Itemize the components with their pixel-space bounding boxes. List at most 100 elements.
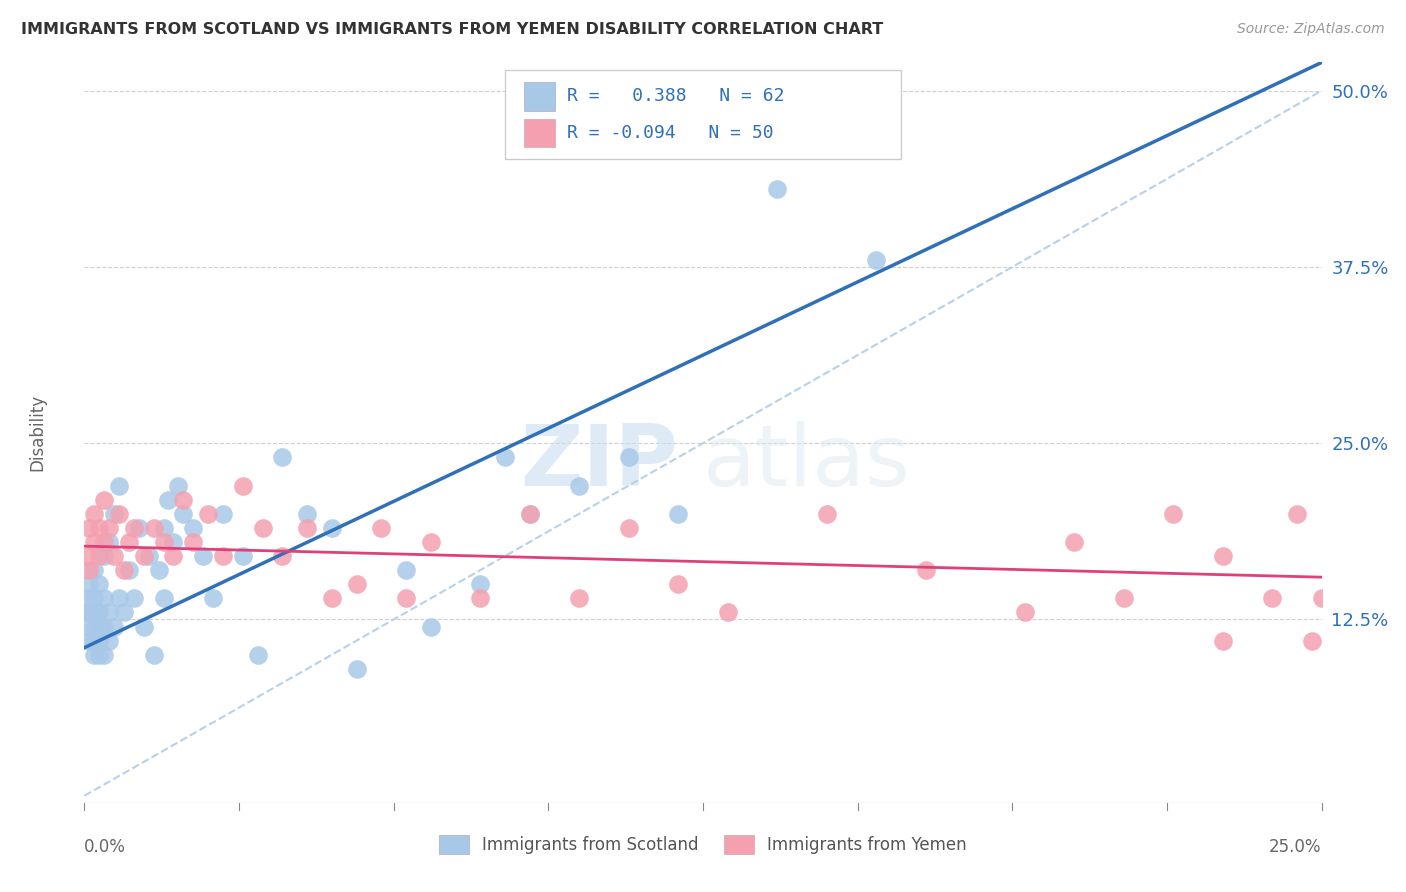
Text: 25.0%: 25.0% — [1270, 838, 1322, 856]
Point — [98, 521, 121, 535]
Point — [89, 521, 111, 535]
Text: Source: ZipAtlas.com: Source: ZipAtlas.com — [1237, 22, 1385, 37]
Point — [1063, 535, 1085, 549]
Point — [89, 577, 111, 591]
Point — [617, 521, 640, 535]
Point — [519, 507, 541, 521]
Point — [83, 606, 105, 620]
Point — [76, 606, 98, 620]
Point — [118, 563, 141, 577]
Point — [138, 549, 160, 563]
Text: Disability: Disability — [28, 394, 46, 471]
Point — [152, 521, 174, 535]
Text: IMMIGRANTS FROM SCOTLAND VS IMMIGRANTS FROM YEMEN DISABILITY CORRELATION CHART: IMMIGRANTS FROM SCOTLAND VS IMMIGRANTS F… — [21, 22, 883, 37]
Point — [470, 591, 492, 606]
Point — [83, 507, 105, 521]
Point — [1212, 633, 1234, 648]
Point — [98, 535, 121, 549]
Point — [271, 549, 294, 563]
Point — [252, 521, 274, 535]
Point — [93, 648, 115, 662]
Point — [766, 182, 789, 196]
Point — [212, 507, 235, 521]
FancyBboxPatch shape — [505, 70, 901, 159]
Point — [118, 535, 141, 549]
Point — [83, 563, 105, 577]
Point — [79, 591, 101, 606]
Point — [83, 648, 105, 662]
Point — [122, 521, 145, 535]
Text: R =   0.388   N = 62: R = 0.388 N = 62 — [567, 87, 785, 105]
Point — [717, 606, 740, 620]
Point — [83, 619, 105, 633]
Point — [519, 507, 541, 521]
Point — [197, 507, 219, 521]
Point — [132, 549, 155, 563]
Point — [666, 507, 689, 521]
Text: R = -0.094   N = 50: R = -0.094 N = 50 — [567, 124, 773, 142]
Point — [98, 633, 121, 648]
Point — [89, 606, 111, 620]
Text: atlas: atlas — [703, 421, 911, 504]
Point — [295, 521, 318, 535]
Legend: Immigrants from Scotland, Immigrants from Yemen: Immigrants from Scotland, Immigrants fro… — [433, 829, 973, 861]
Point — [112, 563, 135, 577]
Point — [122, 591, 145, 606]
FancyBboxPatch shape — [523, 82, 554, 111]
Point — [1301, 633, 1323, 648]
Point — [1014, 606, 1036, 620]
Point — [162, 549, 184, 563]
Point — [202, 591, 225, 606]
Point — [666, 577, 689, 591]
Point — [112, 606, 135, 620]
Point — [1261, 591, 1284, 606]
Point — [181, 521, 204, 535]
Text: ZIP: ZIP — [520, 421, 678, 504]
Point — [93, 591, 115, 606]
Point — [152, 591, 174, 606]
Point — [89, 633, 111, 648]
Point — [232, 549, 254, 563]
Point — [1285, 507, 1308, 521]
Point — [419, 535, 441, 549]
Point — [103, 507, 125, 521]
Point — [93, 549, 115, 563]
Point — [568, 478, 591, 492]
Point — [98, 606, 121, 620]
Point — [79, 633, 101, 648]
Point — [865, 252, 887, 267]
Point — [172, 507, 194, 521]
Point — [108, 478, 131, 492]
Point — [191, 549, 214, 563]
Point — [132, 619, 155, 633]
Point — [617, 450, 640, 465]
Point — [172, 492, 194, 507]
Point — [128, 521, 150, 535]
Point — [321, 591, 343, 606]
Point — [108, 591, 131, 606]
Text: 0.0%: 0.0% — [84, 838, 127, 856]
Point — [89, 648, 111, 662]
Point — [346, 577, 368, 591]
Point — [79, 619, 101, 633]
Point — [79, 563, 101, 577]
Point — [568, 591, 591, 606]
Point — [395, 591, 418, 606]
Point — [419, 619, 441, 633]
Point — [93, 535, 115, 549]
Point — [108, 507, 131, 521]
Point — [83, 535, 105, 549]
Point — [212, 549, 235, 563]
Point — [246, 648, 269, 662]
Point — [103, 619, 125, 633]
Point — [79, 606, 101, 620]
Point — [152, 535, 174, 549]
Point — [815, 507, 838, 521]
Point — [76, 549, 98, 563]
Point — [157, 492, 180, 507]
Point — [271, 450, 294, 465]
Point — [89, 619, 111, 633]
Point — [1212, 549, 1234, 563]
Point — [93, 492, 115, 507]
Point — [470, 577, 492, 591]
